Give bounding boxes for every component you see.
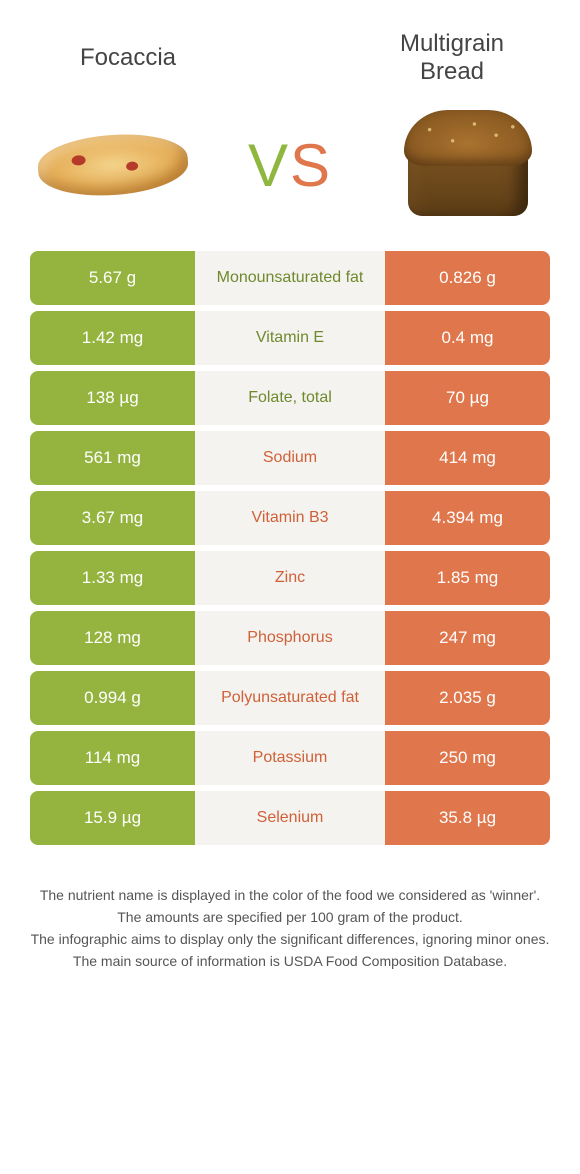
vs-letter-v: V (248, 131, 290, 200)
nutrient-label: Polyunsaturated fat (195, 671, 385, 725)
left-value: 5.67 g (30, 251, 195, 305)
focaccia-image (30, 105, 195, 225)
bread-loaf-icon (398, 110, 538, 220)
footer-line-3: The infographic aims to display only the… (30, 929, 550, 950)
table-row: 3.67 mgVitamin B34.394 mg (30, 491, 550, 545)
vs-letter-s: S (290, 131, 332, 200)
nutrient-label: Sodium (195, 431, 385, 485)
nutrient-label: Selenium (195, 791, 385, 845)
right-value: 0.4 mg (385, 311, 550, 365)
nutrient-label: Vitamin B3 (195, 491, 385, 545)
left-value: 15.9 µg (30, 791, 195, 845)
left-value: 128 mg (30, 611, 195, 665)
vs-label: VS (248, 131, 332, 200)
right-food-title: Multigrain bread (344, 30, 560, 85)
nutrient-label: Zinc (195, 551, 385, 605)
table-row: 128 mgPhosphorus247 mg (30, 611, 550, 665)
table-row: 1.42 mgVitamin E0.4 mg (30, 311, 550, 365)
left-value: 114 mg (30, 731, 195, 785)
right-value: 414 mg (385, 431, 550, 485)
nutrient-label: Monounsaturated fat (195, 251, 385, 305)
left-value: 0.994 g (30, 671, 195, 725)
left-value: 561 mg (30, 431, 195, 485)
left-value: 1.33 mg (30, 551, 195, 605)
nutrient-table: 5.67 gMonounsaturated fat0.826 g1.42 mgV… (30, 251, 550, 845)
nutrient-label: Phosphorus (195, 611, 385, 665)
table-row: 0.994 gPolyunsaturated fat2.035 g (30, 671, 550, 725)
footer-line-2: The amounts are specified per 100 gram o… (30, 907, 550, 928)
nutrient-label: Potassium (195, 731, 385, 785)
right-value: 35.8 µg (385, 791, 550, 845)
footer-line-1: The nutrient name is displayed in the co… (30, 885, 550, 906)
left-value: 1.42 mg (30, 311, 195, 365)
table-row: 561 mgSodium414 mg (30, 431, 550, 485)
focaccia-icon (36, 130, 190, 200)
table-row: 138 µgFolate, total70 µg (30, 371, 550, 425)
right-value: 247 mg (385, 611, 550, 665)
multigrain-image (385, 105, 550, 225)
nutrient-label: Folate, total (195, 371, 385, 425)
right-value: 0.826 g (385, 251, 550, 305)
right-value: 70 µg (385, 371, 550, 425)
left-value: 138 µg (30, 371, 195, 425)
header: Focaccia Multigrain bread (0, 0, 580, 95)
left-food-title: Focaccia (20, 44, 236, 72)
right-title-line1: Multigrain (400, 30, 504, 57)
right-value: 2.035 g (385, 671, 550, 725)
right-title-line2: bread (420, 58, 484, 85)
table-row: 114 mgPotassium250 mg (30, 731, 550, 785)
table-row: 1.33 mgZinc1.85 mg (30, 551, 550, 605)
nutrient-label: Vitamin E (195, 311, 385, 365)
right-value: 1.85 mg (385, 551, 550, 605)
right-value: 4.394 mg (385, 491, 550, 545)
footer-notes: The nutrient name is displayed in the co… (30, 885, 550, 972)
left-value: 3.67 mg (30, 491, 195, 545)
table-row: 5.67 gMonounsaturated fat0.826 g (30, 251, 550, 305)
table-row: 15.9 µgSelenium35.8 µg (30, 791, 550, 845)
images-row: VS (0, 95, 580, 245)
footer-line-4: The main source of information is USDA F… (30, 951, 550, 972)
right-value: 250 mg (385, 731, 550, 785)
